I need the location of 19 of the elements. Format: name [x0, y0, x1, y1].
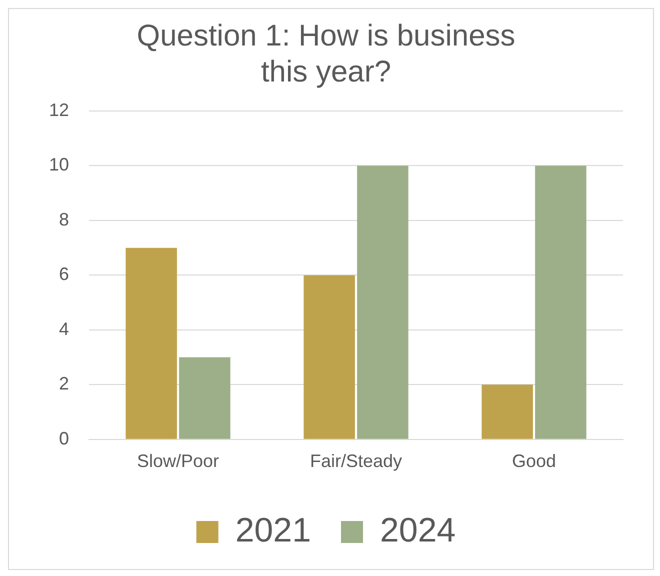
bar [126, 248, 177, 439]
bar [304, 275, 355, 439]
y-tick-label: 0 [59, 428, 70, 448]
chart-title: Question 1: How is business this year? [136, 19, 516, 88]
y-tick-label: 6 [59, 264, 70, 284]
bar [357, 166, 408, 439]
bar [535, 166, 586, 439]
x-tick-label: Good [512, 451, 556, 472]
x-tick-label: Slow/Poor [136, 451, 220, 472]
legend-label: 2021 [235, 511, 312, 550]
y-tick-label: 10 [48, 154, 70, 175]
y-tick-label: 12 [48, 100, 70, 120]
x-tick-label: Fair/Steady [310, 451, 402, 472]
bar [179, 357, 230, 439]
y-tick-label: 2 [59, 374, 70, 394]
legend-label: 2024 [380, 511, 456, 550]
bar [482, 384, 533, 439]
y-tick-label: 4 [59, 318, 70, 339]
y-tick-label: 8 [59, 209, 70, 230]
